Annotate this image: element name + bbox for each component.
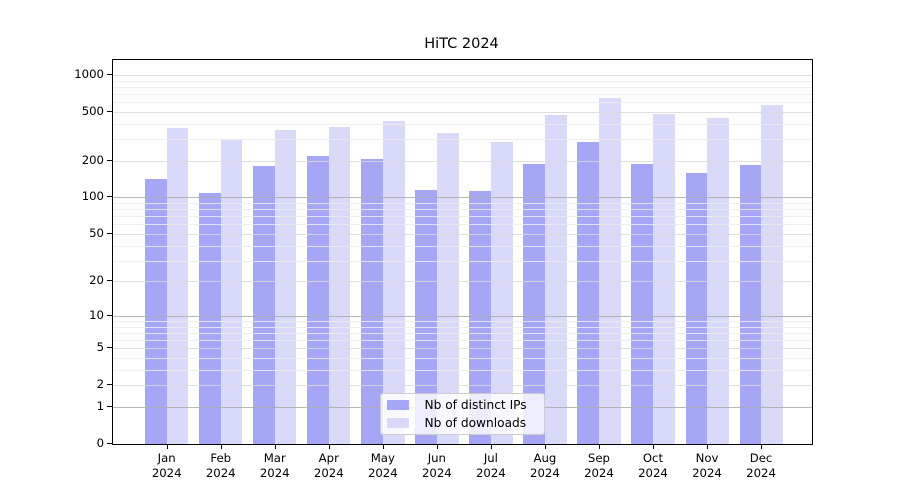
y-tick-label: 500 [81, 103, 104, 118]
bar-downloads-feb [220, 138, 243, 444]
legend-item-distinct-ips: Nb of distinct IPs [387, 398, 544, 412]
bar-distinct-ips-jan [145, 178, 167, 444]
bar-distinct-ips-oct [631, 164, 654, 444]
bar-distinct-ips-feb [199, 192, 221, 444]
x-tick-year: 2024 [530, 465, 560, 480]
x-tick [490, 445, 492, 449]
bar-distinct-ips-apr [307, 156, 329, 444]
x-tick-label: Jul 2024 [459, 451, 523, 480]
x-tick [382, 445, 384, 449]
x-tick [436, 445, 438, 449]
x-tick-label: Sep 2024 [567, 451, 631, 480]
x-tick [544, 445, 546, 449]
bar-distinct-ips-jun [415, 190, 437, 444]
bar-downloads-jun [436, 133, 459, 444]
x-tick-year: 2024 [259, 465, 290, 480]
x-tick-label: Mar 2024 [243, 451, 307, 480]
y-tick-label: 200 [81, 152, 104, 167]
x-tick-label: Apr 2024 [297, 451, 361, 480]
x-tick-month: Sep [587, 451, 610, 465]
x-tick-year: 2024 [151, 465, 182, 480]
x-tick-month: Jul [483, 451, 498, 465]
x-tick-label: Nov 2024 [675, 451, 739, 480]
bar-distinct-ips-may [361, 159, 383, 444]
x-tick-month: Apr [318, 451, 339, 465]
y-tick-label: 1000 [74, 66, 104, 81]
x-tick-month: Oct [642, 451, 664, 465]
x-tick-label: Jan 2024 [135, 451, 199, 480]
plot-area: Nb of distinct IPs Nb of downloads [112, 59, 813, 445]
x-tick-label: Oct 2024 [621, 451, 685, 480]
bar-downloads-dec [761, 105, 783, 444]
bar-downloads-sep [599, 98, 621, 444]
x-tick-month: Dec [749, 451, 773, 465]
y-tick-label: 20 [89, 273, 104, 288]
bar-distinct-ips-jul [469, 191, 491, 444]
y-tick-label: 0 [96, 436, 104, 450]
bar-downloads-apr [328, 127, 351, 444]
x-tick [328, 445, 330, 449]
bar-distinct-ips-nov [685, 173, 708, 444]
x-tick [761, 445, 763, 449]
x-tick-year: 2024 [692, 465, 722, 480]
legend-item-downloads: Nb of downloads [387, 416, 544, 430]
bar-downloads-may [382, 120, 405, 444]
x-tick [598, 445, 600, 449]
x-tick-label: Jun 2024 [405, 451, 469, 480]
x-tick-label: Feb 2024 [189, 451, 253, 480]
chart-title: HiTC 2024 [424, 36, 499, 52]
y-tick-label: 1 [96, 398, 104, 413]
bar-downloads-nov [707, 118, 729, 444]
x-tick [707, 445, 708, 449]
x-tick-year: 2024 [476, 465, 506, 480]
legend-label-distinct-ips: Nb of distinct IPs [424, 398, 527, 412]
x-tick-label: Dec 2024 [729, 451, 793, 480]
x-tick-label: May 2024 [351, 451, 415, 480]
bar-distinct-ips-dec [739, 164, 762, 444]
legend-swatch-distinct-ips [387, 399, 409, 411]
bar-distinct-ips-mar [253, 166, 275, 444]
x-tick-month: Jan [157, 451, 176, 465]
bar-downloads-mar [274, 130, 297, 444]
x-tick [220, 445, 222, 449]
x-tick-year: 2024 [638, 465, 668, 480]
legend: Nb of distinct IPs Nb of downloads [380, 393, 545, 435]
plot-inner [113, 60, 812, 444]
x-tick-month: May [370, 451, 395, 465]
y-tick-label: 5 [96, 340, 104, 355]
x-tick-year: 2024 [205, 465, 236, 480]
x-tick-year: 2024 [421, 465, 452, 480]
x-tick-month: Aug [533, 451, 557, 465]
x-tick [274, 445, 276, 449]
legend-swatch-downloads [387, 417, 409, 429]
y-tick-label: 100 [81, 189, 104, 204]
x-tick-year: 2024 [367, 465, 398, 480]
x-tick-label: Aug 2024 [513, 451, 577, 480]
bar-downloads-oct [653, 114, 675, 444]
x-tick-month: Feb [210, 451, 232, 465]
y-tick-label: 2 [96, 377, 104, 392]
x-tick [652, 445, 654, 449]
bar-downloads-jul [490, 142, 513, 444]
bar-distinct-ips-sep [577, 141, 600, 444]
legend-label-downloads: Nb of downloads [424, 416, 527, 430]
y-tick-label: 50 [89, 225, 104, 240]
x-tick-month: Nov [695, 451, 719, 465]
y-tick-label: 10 [89, 307, 104, 322]
x-tick-year: 2024 [313, 465, 344, 480]
x-tick [166, 445, 168, 449]
bar-downloads-aug [545, 115, 567, 444]
x-tick-month: Mar [263, 451, 286, 465]
x-tick-year: 2024 [584, 465, 614, 480]
bar-downloads-jan [166, 127, 189, 444]
x-tick-year: 2024 [746, 465, 776, 480]
bars-layer [113, 60, 812, 444]
x-tick-month: Jun [427, 451, 446, 465]
